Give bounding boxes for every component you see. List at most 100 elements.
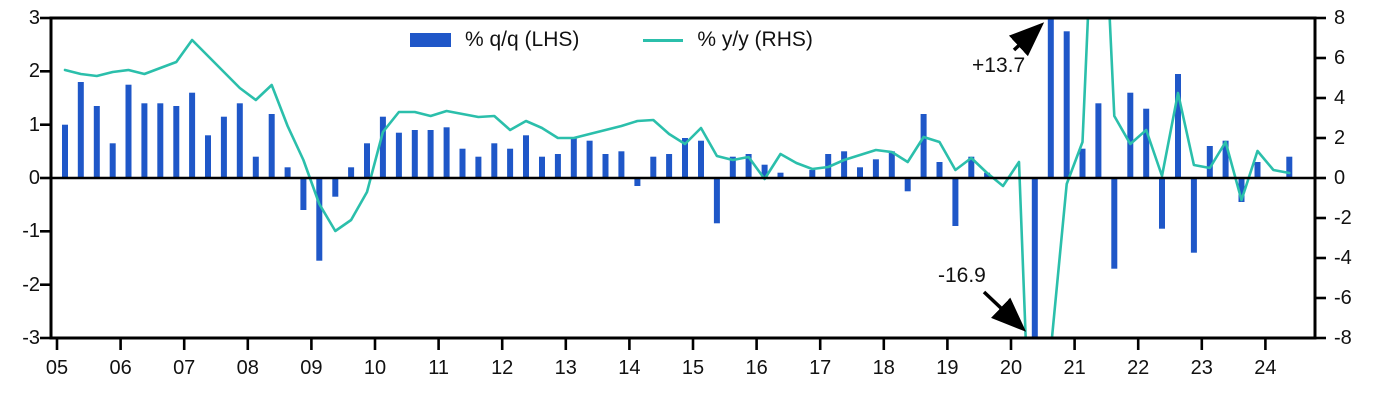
annotation-arrows: [982, 22, 1045, 332]
annotation-rebound-value: +13.7: [972, 54, 1026, 77]
qoq-bar: [348, 167, 355, 178]
yoy-line-swatch: [643, 38, 684, 42]
qoq-bar: [1031, 178, 1038, 338]
year-tick-label: 12: [491, 357, 514, 379]
rhs-tick-label: 8: [1334, 7, 1346, 29]
qoq-bar: [1206, 146, 1213, 178]
qoq-bar: [205, 135, 211, 178]
lhs-tick-label: 0: [28, 167, 40, 189]
rhs-tick-label: 0: [1334, 167, 1346, 189]
qoq-bar: [539, 156, 545, 178]
qoq-bar: [586, 140, 593, 178]
qoq-bar: [1222, 140, 1229, 178]
year-tick-label: 06: [109, 357, 132, 379]
qoq-bar: [364, 143, 370, 178]
qoq-bar: [141, 103, 148, 178]
qoq-bar: [1190, 178, 1197, 253]
qoq-bar: [189, 92, 196, 178]
rhs-tick-label: -2: [1334, 207, 1352, 229]
year-tick-label: 07: [173, 357, 196, 379]
qoq-bar: [602, 154, 609, 178]
qoq-bar: [1079, 148, 1086, 178]
arrow-down-to-collapse-bar: [982, 290, 1027, 332]
qoq-bar: [1111, 178, 1118, 269]
year-tick-label: 08: [236, 357, 259, 379]
qoq-bar: [920, 114, 927, 178]
qoq-bar: [554, 154, 561, 178]
qoq-bar: [761, 164, 768, 178]
qoq-bar: [459, 148, 466, 178]
qoq-bar: [729, 156, 736, 178]
qoq-bar: [570, 138, 577, 178]
arrow-up-to-rebound-bar: [1008, 22, 1045, 57]
year-tick-label: 23: [1190, 357, 1213, 379]
rhs-tick-label: 2: [1334, 127, 1346, 149]
rhs-tick-label: -4: [1334, 247, 1352, 269]
qoq-bar: [157, 103, 164, 178]
year-tick-label: 05: [45, 357, 69, 379]
qoq-bar: [968, 156, 975, 178]
year-tick-label: 19: [936, 357, 959, 379]
qoq-bar: [316, 178, 323, 261]
qoq-bar: [841, 151, 848, 178]
qoq-bar: [236, 103, 243, 178]
qoq-bar: [1286, 156, 1293, 178]
lhs-tick-label: -2: [22, 274, 40, 296]
qoq-bar: [109, 143, 116, 178]
lhs-tick-label: 3: [28, 7, 40, 29]
qoq-bar: [872, 159, 879, 178]
qoq-bar: [443, 127, 450, 178]
qoq-bar: [666, 154, 673, 178]
rhs-tick-label: 6: [1334, 47, 1346, 69]
rhs-tick-label: -6: [1334, 287, 1352, 309]
qoq-bars: [62, 18, 1293, 338]
qoq-bar: [427, 130, 434, 178]
qoq-bar: [1063, 31, 1070, 178]
lhs-tick-label: 2: [28, 60, 40, 82]
yoy-legend-label: % y/y (RHS): [697, 28, 813, 51]
qoq-bar: [284, 167, 291, 178]
qoq-bar: [1127, 92, 1134, 178]
qoq-bar: [936, 162, 943, 178]
year-tick-label: 22: [1127, 357, 1150, 379]
qoq-bar: [618, 151, 625, 178]
qoq-bar: [395, 132, 402, 178]
annotation-collapse-value: -16.9: [938, 264, 986, 287]
lhs-tick-label: -3: [22, 327, 40, 349]
year-tick-label: 10: [363, 357, 387, 379]
qoq-bar: [252, 156, 259, 178]
qoq-bar: [1254, 162, 1261, 178]
year-tick-label: 20: [999, 357, 1023, 379]
year-tick-label: 21: [1063, 357, 1086, 379]
rhs-tick-label: 4: [1334, 87, 1346, 109]
qoq-bar: [300, 178, 307, 210]
qoq-bar: [77, 82, 84, 178]
year-tick-label: 18: [872, 357, 895, 379]
qoq-bar: [952, 178, 959, 226]
lhs-tick-label: 1: [28, 114, 40, 136]
qoq-bar: [1175, 74, 1181, 178]
year-tick-label: 14: [618, 357, 641, 379]
qoq-bar: [507, 148, 514, 178]
qoq-bar: [857, 167, 863, 178]
qoq-bar: [62, 124, 68, 178]
qoq-bar: [1047, 18, 1054, 178]
qoq-bar: [713, 178, 720, 224]
qoq-bar: [745, 154, 752, 178]
qoq-bar: [1159, 178, 1165, 229]
rhs-tick-label: -8: [1334, 327, 1352, 349]
qoq-bar: [411, 130, 418, 178]
year-tick-label: 17: [809, 357, 832, 379]
qoq-bar: [93, 106, 100, 178]
qoq-bar: [332, 178, 339, 197]
year-tick-label: 24: [1254, 357, 1277, 379]
qoq-bar: [809, 170, 816, 178]
qoq-bar: [634, 178, 641, 186]
qoq-bar: [650, 156, 657, 178]
qoq-bar: [682, 138, 688, 178]
qoq-bar: [491, 143, 498, 178]
qoq-bar: [1238, 178, 1245, 202]
qoq-legend-label: % q/q (LHS): [465, 28, 580, 51]
